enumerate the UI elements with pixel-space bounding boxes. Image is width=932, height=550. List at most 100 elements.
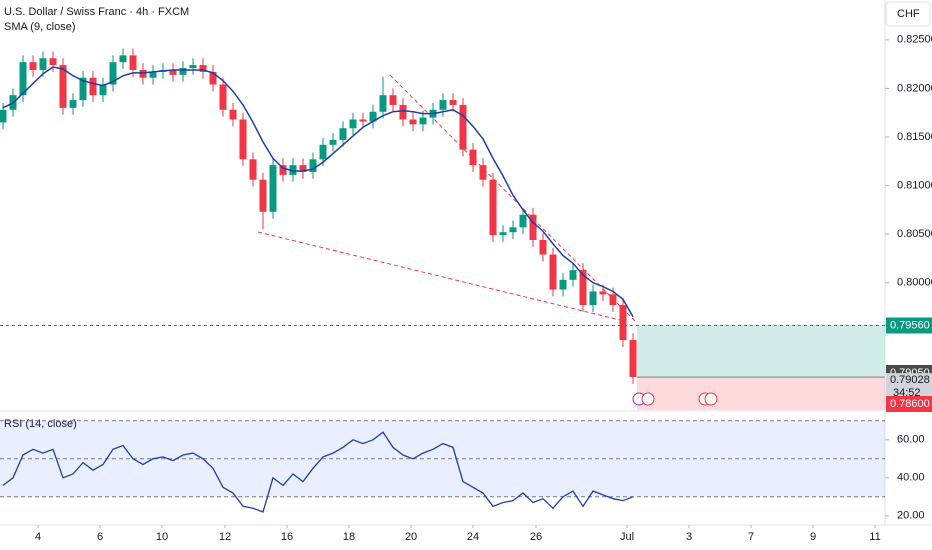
candle-body <box>599 291 607 295</box>
candle-body <box>569 270 577 280</box>
candle-body <box>119 55 127 63</box>
x-tick-label: 6 <box>97 531 103 543</box>
candle-body <box>239 119 247 160</box>
trendline <box>257 231 621 321</box>
candle-body <box>379 95 387 112</box>
candle-body <box>169 69 177 75</box>
loss-zone <box>637 377 885 410</box>
x-tick-label: Jul <box>620 531 634 543</box>
candle-body <box>629 340 637 377</box>
candle-body <box>329 139 337 145</box>
candle-body <box>179 68 187 75</box>
candle-body <box>469 149 477 166</box>
candle-body <box>509 227 517 233</box>
candle-body <box>579 270 587 306</box>
candle-body <box>199 65 207 72</box>
candle-body <box>339 128 347 140</box>
x-tick-label: 11 <box>869 531 880 543</box>
x-tick-label: 4 <box>35 531 41 543</box>
candle-body <box>389 95 397 105</box>
price-label: 0.78600 <box>890 398 930 410</box>
candle-body <box>539 239 547 255</box>
candle-body <box>229 109 237 120</box>
rsi-tick-label: 40.00 <box>897 472 925 484</box>
candle-body <box>189 65 197 69</box>
candle-body <box>449 100 457 105</box>
x-tick-label: 20 <box>405 531 417 543</box>
price-pane <box>0 48 885 410</box>
rsi-line <box>2 431 634 513</box>
candle-body <box>319 144 327 160</box>
event-icon[interactable] <box>704 392 718 406</box>
candle-body <box>219 84 227 110</box>
candle-body <box>619 305 627 341</box>
rsi-tick-label: 60.00 <box>897 434 925 446</box>
x-tick-label: 16 <box>281 531 293 543</box>
candle-body <box>349 119 357 129</box>
profit-zone <box>637 325 885 378</box>
candle-body <box>439 100 447 110</box>
y-tick-label: 0.80000 <box>897 277 932 289</box>
candle-body <box>609 294 617 306</box>
candle-body <box>59 65 67 108</box>
candle-body <box>459 104 467 150</box>
candle-body <box>279 165 287 175</box>
rsi-tick-label: 20.00 <box>897 510 925 522</box>
candle-body <box>129 55 137 70</box>
candle-body <box>519 214 527 228</box>
x-tick-label: 9 <box>810 531 816 543</box>
price-label: 0.79560 <box>890 319 930 331</box>
candle-body <box>299 165 307 172</box>
candle-body <box>399 104 407 120</box>
currency-button[interactable] <box>885 1 931 27</box>
candle-body <box>109 62 117 85</box>
candle-body <box>89 77 97 96</box>
price-label-bg <box>886 317 932 334</box>
x-tick-label: 12 <box>219 531 231 543</box>
x-tick-label: 7 <box>748 531 754 543</box>
event-icon[interactable] <box>641 392 655 406</box>
candle-body <box>19 62 27 96</box>
candle-body <box>209 71 217 85</box>
candle-body <box>259 179 267 212</box>
candle-body <box>369 111 377 122</box>
candle-body <box>559 279 567 290</box>
sma-line <box>2 66 634 318</box>
candle-body <box>39 58 47 70</box>
x-tick-label: 10 <box>156 531 168 543</box>
candle-body <box>99 84 107 96</box>
candle-body <box>269 165 277 212</box>
x-tick-label: 26 <box>530 531 542 543</box>
candle-body <box>29 62 37 70</box>
candle-body <box>419 117 427 125</box>
candle-body <box>0 109 7 123</box>
candle-body <box>359 119 367 122</box>
candle-body <box>249 159 257 180</box>
candle-body <box>529 214 537 240</box>
currency: CHF <box>897 8 920 20</box>
candle-body <box>499 232 507 236</box>
candle-body <box>289 165 297 175</box>
candle-body <box>489 179 497 236</box>
candle-body <box>589 291 597 306</box>
price-label-bg <box>886 396 932 412</box>
candle-body <box>149 71 157 78</box>
x-tick-label: 3 <box>686 531 692 543</box>
price-label: 0.79028 <box>890 374 930 386</box>
candle-body <box>79 77 87 101</box>
indicator-label: SMA (9, close) <box>4 21 76 33</box>
candle-body <box>479 165 487 180</box>
candle-body <box>309 159 317 172</box>
x-tick-label: 18 <box>343 531 355 543</box>
candle-body <box>409 119 417 125</box>
candle-body <box>139 69 147 78</box>
candle-body <box>49 58 57 66</box>
chart-title: U.S. Dollar / Swiss Franc · 4h · FXCM <box>4 6 189 18</box>
candle-body <box>69 100 77 108</box>
